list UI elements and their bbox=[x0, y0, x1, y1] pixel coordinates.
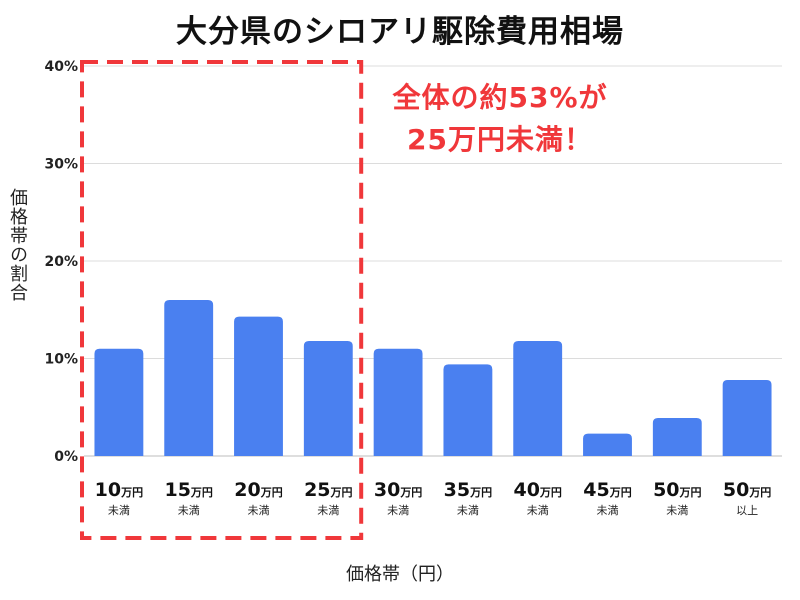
x-tick-label: 25万円 bbox=[304, 479, 352, 501]
highlight-box bbox=[80, 60, 364, 540]
x-tick-sublabel: 未満 bbox=[248, 504, 270, 517]
y-tick-label: 30% bbox=[44, 157, 78, 173]
y-tick-label: 40% bbox=[44, 59, 78, 75]
bar bbox=[722, 379, 772, 456]
x-tick-label: 35万円 bbox=[444, 479, 492, 501]
bar bbox=[94, 348, 144, 456]
x-tick-label: 15万円 bbox=[164, 479, 212, 501]
x-tick-sublabel: 未満 bbox=[666, 504, 688, 517]
annotation-line-2: 25万円未満！ bbox=[407, 123, 593, 156]
x-tick-label: 45万円 bbox=[583, 479, 631, 501]
x-tick-label: 50万円 bbox=[723, 479, 771, 501]
annotation-line-1: 全体の約53%が bbox=[392, 81, 608, 114]
bar bbox=[373, 348, 423, 456]
bar bbox=[164, 300, 214, 456]
x-tick-sublabel: 未満 bbox=[178, 504, 200, 517]
x-tick-sublabel: 未満 bbox=[108, 504, 130, 517]
y-tick-label: 20% bbox=[44, 254, 78, 270]
bar bbox=[652, 417, 702, 456]
y-tick-label: 10% bbox=[44, 352, 78, 368]
bar bbox=[443, 364, 493, 456]
chart-title: 大分県のシロアリ駆除費用相場 bbox=[176, 14, 624, 50]
x-axis-label: 価格帯（円） bbox=[346, 564, 454, 585]
bar bbox=[303, 340, 353, 456]
y-tick-label: 0% bbox=[54, 449, 78, 465]
bar bbox=[513, 340, 563, 456]
bar bbox=[234, 316, 283, 456]
y-axis-label: 価格帯の割合 bbox=[7, 188, 28, 302]
x-tick-label: 50万円 bbox=[653, 479, 701, 501]
x-tick-sublabel: 未満 bbox=[527, 504, 549, 517]
x-tick-sublabel: 以上 bbox=[736, 504, 758, 517]
x-tick-label: 40万円 bbox=[513, 479, 561, 501]
x-tick-label: 20万円 bbox=[234, 479, 282, 501]
x-tick-sublabel: 未満 bbox=[457, 504, 479, 517]
x-tick-sublabel: 未満 bbox=[317, 504, 339, 517]
bar bbox=[583, 433, 632, 456]
x-tick-sublabel: 未満 bbox=[387, 504, 409, 517]
x-tick-label: 30万円 bbox=[374, 479, 422, 501]
x-tick-sublabel: 未満 bbox=[597, 504, 619, 517]
x-tick-label: 10万円 bbox=[95, 479, 143, 501]
